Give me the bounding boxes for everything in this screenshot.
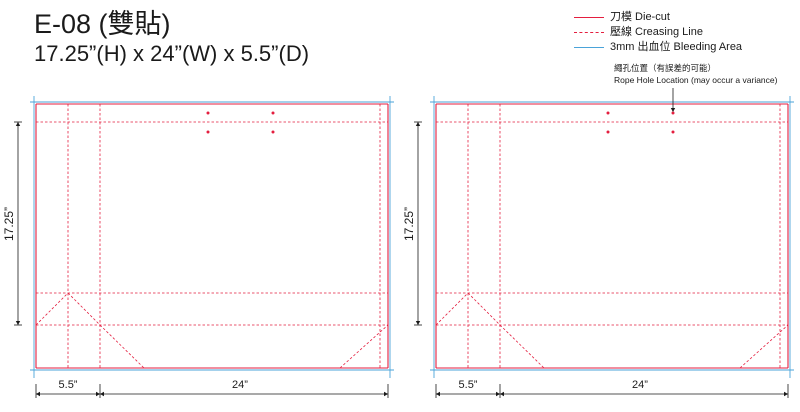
- dimension-arrow: [500, 391, 504, 397]
- dimension-arrow: [496, 391, 500, 397]
- rope-hole: [606, 130, 610, 134]
- crease-gusset-diagonal: [467, 292, 501, 326]
- crease-gusset-diagonal: [67, 292, 101, 326]
- dimension-arrow: [15, 321, 21, 325]
- dieline-panel-left: 17.25” 5.5” 24”: [2, 96, 394, 398]
- rope-hole: [671, 130, 675, 134]
- dimension-arrow: [415, 321, 421, 325]
- crease-gusset-diagonal: [499, 324, 545, 369]
- width-label: 24”: [632, 379, 648, 391]
- depth-label: 5.5”: [59, 379, 78, 391]
- rope-hole: [206, 111, 210, 115]
- crease-gusset-diagonal: [435, 292, 469, 326]
- rope-hole: [671, 111, 675, 115]
- title: E-08 (雙貼): [34, 9, 171, 39]
- rope-hole: [206, 130, 210, 134]
- die-cut-swatch: [574, 17, 604, 18]
- legend-label: 壓線 Creasing Line: [610, 26, 703, 38]
- height-label: 17.25”: [402, 207, 416, 241]
- crease-gusset-diagonal: [339, 324, 389, 369]
- dimension-arrow: [384, 391, 388, 397]
- height-label: 17.25”: [2, 207, 16, 241]
- crease-gusset-diagonal: [35, 292, 69, 326]
- width-label: 24”: [232, 379, 248, 391]
- legend-label: 3mm 出血位 Bleeding Area: [610, 41, 743, 53]
- rope-hole: [271, 130, 275, 134]
- dimension-arrow: [415, 122, 421, 126]
- rope-hole: [271, 111, 275, 115]
- rope-hole: [606, 111, 610, 115]
- creasing-line-swatch: [574, 32, 604, 33]
- rope-hole-note: 繩孔位置（有誤差的可能） Rope Hole Location (may occ…: [614, 62, 777, 86]
- rope-hole-note-chinese: 繩孔位置（有誤差的可能）: [614, 63, 717, 73]
- dimension-arrow: [436, 391, 440, 397]
- crease-gusset-diagonal: [99, 324, 145, 369]
- dieline-panel-right: 17.25” 5.5” 24”: [402, 88, 794, 398]
- crease-gusset-diagonal: [739, 324, 789, 369]
- legend-label: 刀模 Die-cut: [610, 11, 670, 23]
- dimension-arrow: [784, 391, 788, 397]
- dimension-arrow: [36, 391, 40, 397]
- dimension-arrow: [96, 391, 100, 397]
- dimension-arrow: [100, 391, 104, 397]
- rope-hole-note-english: Rope Hole Location (may occur a variance…: [614, 75, 778, 85]
- dimension-arrow: [15, 122, 21, 126]
- dimensions-subtitle: 17.25”(H) x 24”(W) x 5.5”(D): [34, 41, 310, 66]
- depth-label: 5.5”: [459, 379, 478, 391]
- rope-hole-pointer-arrow: [670, 108, 676, 112]
- bleeding-area-swatch: [574, 47, 604, 48]
